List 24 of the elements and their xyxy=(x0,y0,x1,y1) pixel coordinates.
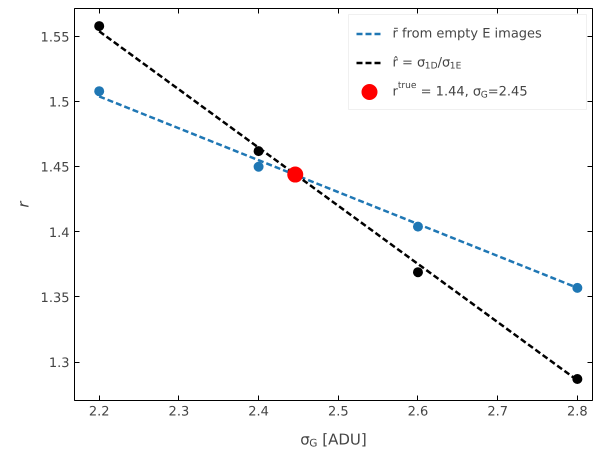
y-tick-label: 1.45 xyxy=(40,160,70,176)
point xyxy=(412,222,423,232)
y-tick-label: 1.3 xyxy=(48,356,70,372)
x-tick-label: 2.7 xyxy=(487,404,508,420)
point xyxy=(94,86,104,96)
point xyxy=(572,282,582,293)
x-tick-label: 2.4 xyxy=(248,404,269,420)
legend-label: r̄ from empty E images xyxy=(392,26,542,42)
point xyxy=(254,162,264,172)
point xyxy=(254,146,264,156)
x-tick-label: 2.8 xyxy=(567,404,588,420)
x-tick-label: 2.2 xyxy=(88,404,110,420)
point xyxy=(287,166,304,183)
point xyxy=(412,267,423,278)
x-tick-label: 2.6 xyxy=(408,404,428,420)
x-tick-label: 2.5 xyxy=(328,404,349,420)
y-tick-label: 1.35 xyxy=(40,290,70,306)
x-tick-label: 2.3 xyxy=(168,404,190,420)
y-tick-label: 1.4 xyxy=(48,226,70,241)
point xyxy=(94,21,104,32)
point xyxy=(572,374,582,384)
y-axis-title: r xyxy=(14,200,33,208)
y-tick-label: 1.55 xyxy=(40,30,70,46)
y-tick-label: 1.5 xyxy=(48,96,70,111)
